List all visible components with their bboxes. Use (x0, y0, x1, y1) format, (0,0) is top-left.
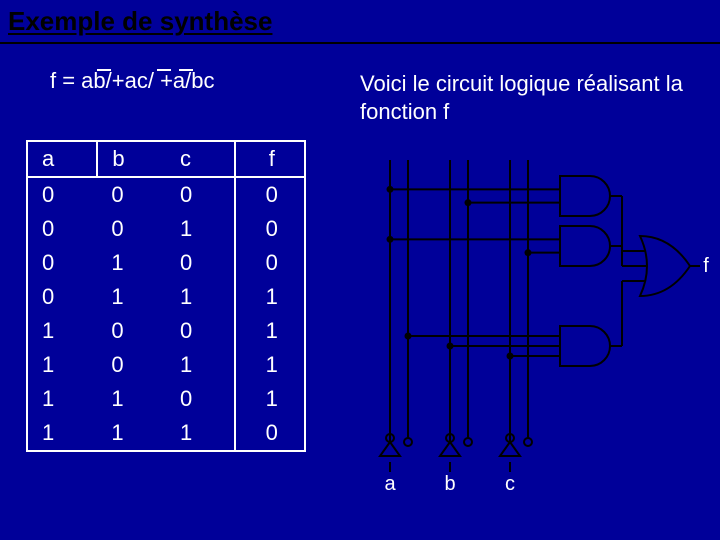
table-cell: 1 (27, 382, 97, 416)
truth-table-header: a (27, 141, 97, 177)
table-cell: 1 (166, 280, 235, 314)
table-cell: 0 (27, 246, 97, 280)
svg-text:c: c (505, 473, 515, 495)
table-cell: 1 (166, 348, 235, 382)
table-cell: 1 (235, 382, 305, 416)
slide-title: Exemple de synthèse (8, 6, 272, 37)
table-cell: 1 (27, 314, 97, 348)
logic-circuit: a b c f (360, 150, 710, 510)
table-row: 0111 (27, 280, 305, 314)
table-cell: 0 (27, 177, 97, 212)
table-cell: 0 (97, 177, 166, 212)
table-cell: 0 (97, 212, 166, 246)
table-cell: 0 (235, 246, 305, 280)
table-cell: 1 (97, 246, 166, 280)
circuit-svg: a b c f (360, 150, 710, 510)
formula-text: f = ab/+ac/ +a/bc (50, 68, 215, 94)
table-cell: 0 (97, 348, 166, 382)
table-cell: 0 (235, 416, 305, 451)
table-cell: 1 (166, 212, 235, 246)
table-cell: 1 (235, 280, 305, 314)
truth-table-header: f (235, 141, 305, 177)
circuit-description: Voici le circuit logique réalisant la fo… (360, 70, 700, 125)
table-cell: 0 (27, 212, 97, 246)
table-row: 1110 (27, 416, 305, 451)
table-cell: 0 (166, 382, 235, 416)
table-cell: 0 (27, 280, 97, 314)
table-cell: 0 (235, 212, 305, 246)
table-row: 1101 (27, 382, 305, 416)
truth-table-inner: abcf 00000010010001111001101111011110 (26, 140, 306, 452)
table-cell: 0 (235, 177, 305, 212)
table-cell: 0 (166, 314, 235, 348)
table-cell: 1 (235, 348, 305, 382)
table-cell: 1 (27, 348, 97, 382)
title-rule (0, 42, 720, 44)
table-row: 1011 (27, 348, 305, 382)
table-cell: 0 (166, 246, 235, 280)
truth-table: abcf 00000010010001111001101111011110 (26, 140, 306, 452)
truth-table-header: b (97, 141, 166, 177)
svg-text:a: a (384, 473, 396, 495)
table-cell: 1 (97, 382, 166, 416)
svg-text:b: b (444, 473, 455, 495)
table-cell: 0 (166, 177, 235, 212)
table-row: 1001 (27, 314, 305, 348)
table-cell: 1 (97, 416, 166, 451)
table-cell: 1 (27, 416, 97, 451)
table-row: 0000 (27, 177, 305, 212)
table-cell: 1 (97, 280, 166, 314)
slide: Exemple de synthèse f = a /+a f = ab/+ac… (0, 0, 720, 540)
table-row: 0010 (27, 212, 305, 246)
svg-text:f: f (703, 255, 709, 277)
table-row: 0100 (27, 246, 305, 280)
table-cell: 1 (235, 314, 305, 348)
truth-table-header: c (166, 141, 235, 177)
table-cell: 1 (166, 416, 235, 451)
table-cell: 0 (97, 314, 166, 348)
